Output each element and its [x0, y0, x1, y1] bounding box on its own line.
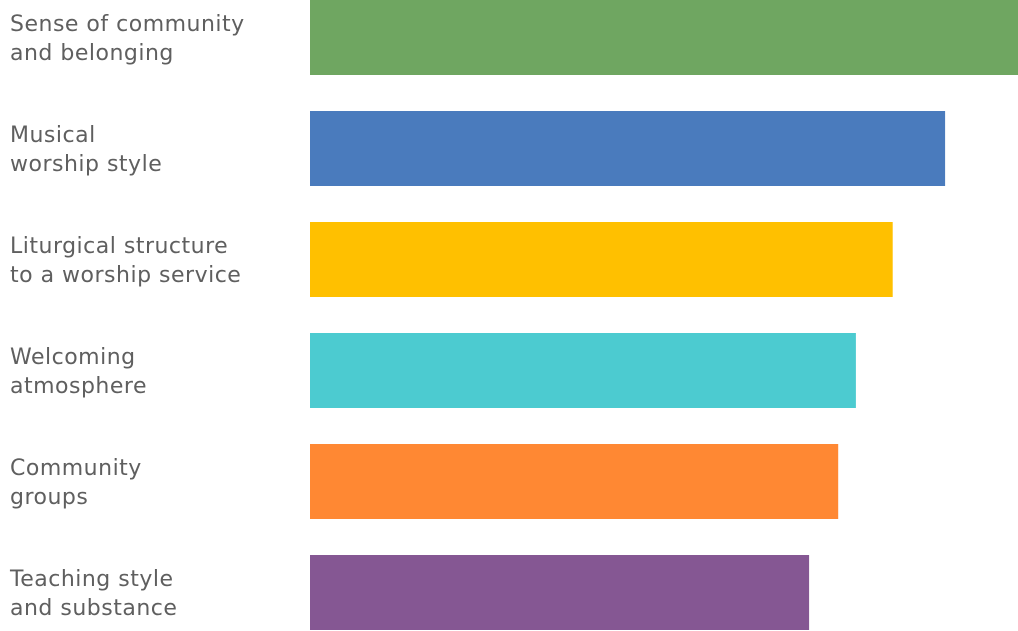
category-label-line: Sense of community	[10, 12, 245, 37]
category-label-line: Welcoming	[10, 345, 136, 370]
bar-5	[310, 444, 839, 519]
category-label-line: and substance	[10, 596, 177, 621]
bar-6	[310, 555, 810, 630]
bar-3	[310, 222, 893, 297]
category-label-1: Sense of community and belonging	[10, 12, 245, 66]
category-label-2: Musical worship style	[10, 123, 162, 177]
category-label-6: Teaching style and substance	[9, 567, 177, 621]
category-label-line: and belonging	[10, 41, 174, 66]
category-labels: Sense of community and belonging Musical wo…	[9, 12, 245, 621]
category-label-4: Welcoming atmosphere	[10, 345, 147, 399]
category-label-line: Teaching style	[9, 567, 174, 592]
bar-2	[310, 111, 946, 186]
category-label-line: Community	[10, 456, 142, 481]
category-label-line: Liturgical structure	[10, 234, 228, 259]
bars	[310, 0, 1018, 630]
category-label-line: worship style	[10, 152, 162, 177]
bar-1	[310, 0, 1018, 75]
category-label-line: atmosphere	[10, 374, 147, 399]
category-label-5: Community groups	[10, 456, 142, 510]
bar-4	[310, 333, 856, 408]
category-label-3: Liturgical structure to a worship service	[10, 234, 241, 288]
category-label-line: to a worship service	[10, 263, 241, 288]
category-label-line: groups	[10, 485, 88, 510]
category-label-line: Musical	[10, 123, 96, 148]
